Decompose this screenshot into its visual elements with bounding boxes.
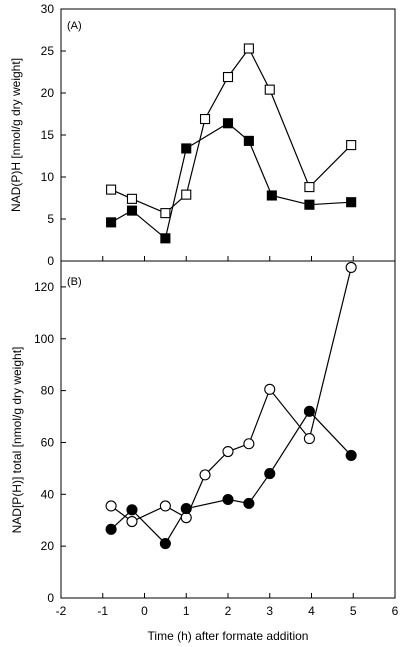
panel-a-y-ticks: 0 5 10 15 20 25 30 <box>41 2 396 268</box>
panel-a-series-2-point <box>126 205 138 216</box>
panel-b-x-tick-label: 5 <box>350 604 357 618</box>
panel-b-series-1-point <box>243 438 255 450</box>
panel-b-series-1-point <box>199 469 211 481</box>
panel-a-series-2-point <box>346 197 357 208</box>
panel-a-series-1-point <box>199 113 211 125</box>
panel-a-series-1-point <box>346 140 357 151</box>
panel-a-series-1-point <box>264 84 275 95</box>
panel-b-series <box>105 261 357 550</box>
panel-b-series-1-point <box>264 383 276 395</box>
panel-b-x-tick-label: 3 <box>266 604 273 618</box>
panel-a-y-tick-label: 10 <box>41 170 55 184</box>
panel-b-series-2-line <box>110 410 352 545</box>
panel-b-y-tick-label: 100 <box>34 332 54 346</box>
panel-b-series-2-point <box>243 497 255 509</box>
panel-a-series-1-point <box>160 208 171 219</box>
panel-a-label: (A) <box>67 20 82 32</box>
panel-a-series-2-point <box>222 118 234 129</box>
panel-b-series-2-point <box>159 538 171 550</box>
panel-b-y-tick-label: 40 <box>41 487 55 501</box>
panel-a-series-2-point <box>243 135 254 146</box>
panel-a-series-2-point <box>304 199 315 210</box>
panel-b-y-tick-label: 20 <box>41 539 55 553</box>
panel-b-series-2-point <box>264 468 276 480</box>
panel-a-series-2-point <box>266 190 277 201</box>
panel-b-series-1-line <box>110 267 352 523</box>
panel-b-y-tick-label: 0 <box>47 591 54 605</box>
panel-b-series-2-point <box>105 523 117 535</box>
panel-b-series-1-point <box>105 500 117 512</box>
panel-a-y-tick-label: 30 <box>41 2 55 16</box>
panel-b-series-1-point <box>303 433 315 445</box>
panel-b-x-tick-label: 4 <box>308 604 315 618</box>
panel-b-x-tick-label: -2 <box>56 604 67 618</box>
panel-a-series-1-line <box>110 47 352 214</box>
panel-a-y-axis-label: NAD(P)H [nmol/g dry weight] <box>9 58 23 212</box>
panel-b-series-2-point <box>303 405 315 417</box>
panel-b-series-2-point <box>345 449 357 461</box>
panel-a-series-1-point <box>304 182 315 193</box>
panel-b-series-2-point <box>126 504 138 516</box>
panel-a-series-2-point <box>181 143 192 154</box>
panel-a-series-1-point <box>243 43 254 54</box>
panel-a-y-tick-label: 15 <box>41 128 55 142</box>
x-axis-label: Time (h) after formate addition <box>148 629 309 643</box>
panel-a-series-1-point <box>222 71 234 83</box>
panel-b-series-1-point <box>345 261 357 274</box>
panel-a: (A) NAD(P)H [nmol/g dry weight] 0 5 10 15 20… <box>9 2 396 268</box>
panel-b-y-axis-label: NAD[P(H)] total [nmol/g dry weight] <box>10 347 24 534</box>
panel-b-y-tick-label: 120 <box>34 280 54 294</box>
panel-a-y-tick-label: 25 <box>41 44 55 58</box>
panel-b-label: (B) <box>67 276 82 288</box>
panel-b-y-tick-label: 80 <box>41 384 55 398</box>
panel-b-series-2-point <box>180 503 192 515</box>
panel-a-y-tick-label: 0 <box>47 254 54 268</box>
panel-b-series-2-point <box>222 493 234 506</box>
panel-b-x-tick-label: -1 <box>97 604 108 618</box>
panel-b-y-tick-label: 60 <box>41 435 55 449</box>
panel-a-series-2-point <box>106 217 117 228</box>
panel-a-series-1-point <box>181 189 192 200</box>
panel-a-series <box>106 43 357 244</box>
panel-b-plot-frame <box>60 260 396 599</box>
panel-b-x-tick-label: 6 <box>392 604 399 618</box>
panel-b-x-ticks: -2 -1 0 1 2 3 4 5 6 <box>56 593 399 618</box>
panel-b: (B) NAD[P(H)] total [nmol/g dry weight] … <box>10 260 399 643</box>
panel-a-series-1-point <box>106 184 117 195</box>
panel-b-x-tick-label: 2 <box>225 604 232 618</box>
panel-b-series-1-point <box>126 515 138 528</box>
panel-a-series-2-point <box>160 233 171 244</box>
panel-a-y-tick-label: 20 <box>41 86 55 100</box>
panel-b-series-1-point <box>222 445 234 458</box>
panel-b-series-1-point <box>159 500 171 512</box>
panel-b-y-axis-label-main: NAD[P(H)] total [nmol/g dry weight] <box>10 347 24 534</box>
panel-b-series-1-point <box>180 512 192 524</box>
panel-a-y-tick-label: 5 <box>47 212 54 226</box>
panel-b-x-tick-label: 1 <box>183 604 190 618</box>
panel-b-y-ticks: 0 20 40 60 80 100 120 <box>34 280 66 605</box>
panel-a-series-1-point <box>126 193 138 204</box>
panel-b-x-tick-label: 0 <box>141 604 148 618</box>
